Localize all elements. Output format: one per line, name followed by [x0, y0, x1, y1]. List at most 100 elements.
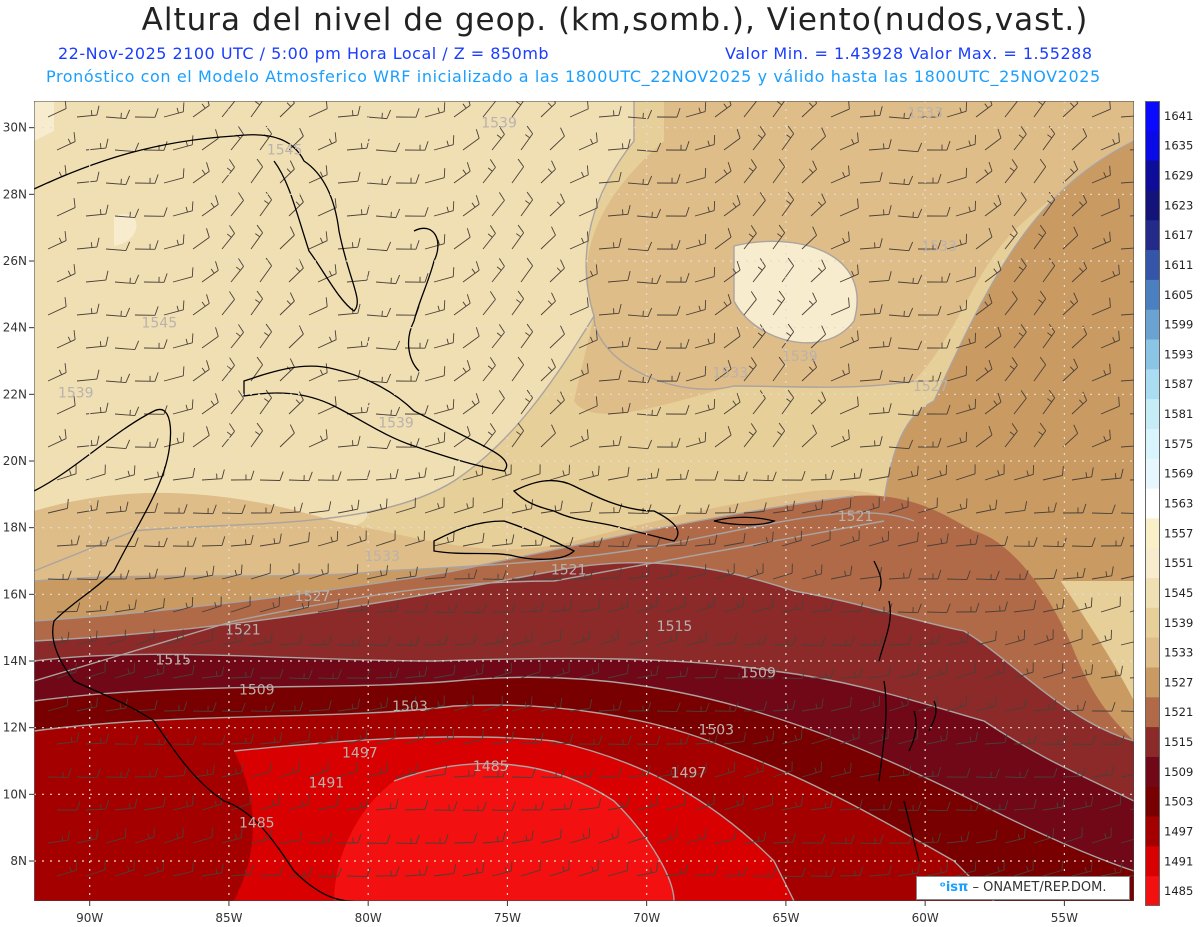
- colorbar-swatch: [1145, 518, 1159, 549]
- wind-barb: [743, 701, 768, 712]
- wind-barb: [279, 831, 303, 844]
- wind-barb: [859, 238, 883, 250]
- wind-barb: [781, 257, 795, 283]
- colorbar-level-label: 1533: [1164, 646, 1193, 660]
- wind-barb: [540, 101, 556, 118]
- contour-label: 1533: [712, 366, 748, 382]
- wind-barb: [540, 160, 556, 184]
- contour-label: 1515: [657, 619, 693, 635]
- wind-barb: [375, 406, 401, 417]
- wind-barb: [134, 240, 159, 250]
- wind-barb: [482, 767, 507, 778]
- wind-barb: [163, 766, 187, 778]
- colorbar-level-label: 1575: [1164, 437, 1193, 451]
- wind-barb: [375, 340, 401, 351]
- colorbar-swatch: [1145, 697, 1159, 728]
- wind-barb: [656, 240, 681, 250]
- wind-barb: [1013, 799, 1037, 811]
- wind-barb: [859, 436, 883, 448]
- wind-barb: [221, 423, 235, 448]
- wind-barb: [279, 634, 303, 646]
- wind-barb: [317, 132, 337, 151]
- wind-barb: [375, 142, 401, 153]
- wind-barb: [395, 834, 420, 845]
- wind-barb: [308, 700, 332, 712]
- wind-barb: [317, 867, 342, 878]
- wind-barb: [917, 437, 942, 448]
- wind-barb: [955, 801, 980, 811]
- wind-barb: [1100, 862, 1123, 877]
- valid-time-text: 22-Nov-2025 2100 UTC / 5:00 pm Hora Loca…: [58, 44, 550, 63]
- wind-barb: [859, 304, 883, 316]
- coastlines: [34, 134, 937, 901]
- wind-barb: [772, 699, 796, 712]
- wind-barb: [453, 228, 471, 250]
- wind-barb: [346, 402, 370, 415]
- wind-barb: [201, 195, 219, 217]
- wind-barb: [462, 801, 487, 812]
- wind-barb: [47, 768, 72, 778]
- wind-barb: [114, 208, 140, 219]
- wind-barb: [453, 766, 477, 778]
- wind-barb: [250, 762, 272, 778]
- wind-barb: [569, 827, 591, 844]
- wind-barb: [56, 396, 76, 415]
- wind-barb: [1071, 467, 1094, 481]
- wind-barb: [1033, 356, 1047, 382]
- wind-barb: [801, 499, 824, 514]
- wind-barb: [723, 732, 747, 745]
- wind-barb: [462, 195, 480, 217]
- wind-barb: [578, 198, 598, 217]
- wind-barb: [917, 239, 942, 250]
- wind-barb: [752, 258, 766, 283]
- wind-barb: [230, 667, 254, 679]
- wind-barb: [172, 537, 197, 547]
- wind-barb: [308, 635, 333, 646]
- wind-barb: [462, 663, 484, 679]
- wind-barb: [85, 600, 109, 613]
- colorbar-legend: 1641 1635 1629 1623 1617 1611 1605 1599 1593 1587…: [1145, 101, 1193, 906]
- wind-barb: [1033, 827, 1054, 844]
- wind-barb: [288, 532, 310, 547]
- wind-barb: [685, 631, 708, 646]
- wind-barb: [897, 406, 923, 417]
- wind-barb: [694, 794, 715, 811]
- wind-barb: [839, 667, 863, 679]
- wind-barb: [520, 464, 541, 481]
- wind-barb: [1100, 330, 1120, 349]
- wind-barb: [888, 373, 914, 384]
- wind-barb: [685, 300, 707, 316]
- wind-barb: [1013, 324, 1027, 349]
- wind-barb: [337, 171, 361, 184]
- wind-barb: [540, 829, 562, 844]
- wind-barb: [230, 324, 244, 349]
- wind-barb: [105, 569, 130, 580]
- contour-label: 1521: [225, 622, 261, 638]
- wind-barb: [1120, 710, 1134, 712]
- wind-barb: [714, 761, 736, 778]
- wind-barb: [230, 864, 254, 877]
- wind-barb: [607, 336, 631, 349]
- wind-barb: [984, 260, 1002, 283]
- credit-text: – ONAMET/REP.DOM.: [968, 880, 1107, 895]
- contour-labels: 1539 1545 1533 1545 1533 1539 1527 1539 1533 1539…: [58, 106, 957, 832]
- wind-barb: [569, 699, 593, 712]
- wind-barb: [685, 234, 707, 250]
- wind-barb: [1100, 735, 1125, 745]
- wind-barb: [288, 669, 313, 680]
- wind-barb: [433, 531, 455, 547]
- wind-barb: [424, 497, 445, 514]
- wind-barb: [279, 226, 295, 250]
- contour-label: 1545: [267, 142, 303, 158]
- wind-barb: [424, 432, 446, 448]
- colorbar-level-label: 1569: [1164, 467, 1193, 481]
- wind-barb: [511, 356, 525, 382]
- wind-barb: [926, 663, 948, 679]
- wind-barb: [984, 536, 1009, 547]
- wind-barb: [337, 636, 362, 646]
- wind-barb: [366, 439, 392, 450]
- wind-barb: [781, 867, 806, 878]
- wind-barb: [1042, 860, 1063, 877]
- wind-barb: [134, 629, 155, 646]
- wind-barb: [598, 503, 623, 514]
